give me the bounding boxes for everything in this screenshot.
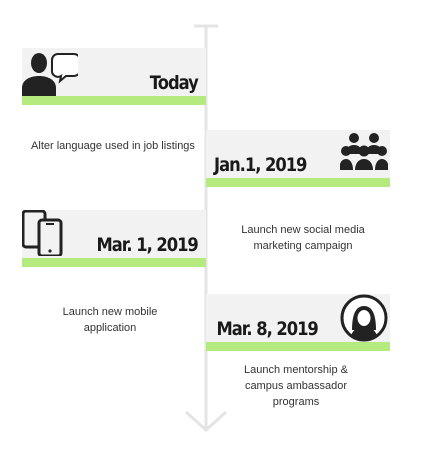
event-card-today: Today: [22, 48, 206, 105]
event-date: Jan.1, 2019: [213, 154, 307, 176]
event-card-mar-8-2019: Mar. 8, 2019: [206, 294, 390, 351]
event-description-today: Alter language used in job listings: [31, 140, 195, 152]
event-card-jan-1-2019: Jan.1, 2019: [206, 130, 390, 187]
person-speech-bubble-icon: [22, 48, 81, 101]
event-card-mar-1-2019: Mar. 1, 2019: [21, 209, 206, 267]
event-description-mar-1-2019: Launch new mobile application: [62, 306, 158, 334]
event-date: Today: [150, 72, 199, 94]
event-date: Mar. 1, 2019: [96, 234, 199, 256]
event-description-jan-1-2019: Launch new social media marketing campai…: [241, 224, 365, 252]
mobile-phones-icon: [21, 209, 64, 261]
group-of-people-icon: [339, 132, 389, 177]
event-description-mar-8-2019: Launch mentorship & campus ambassador pr…: [244, 364, 348, 408]
woman-avatar-icon: [340, 294, 388, 347]
event-date: Mar. 8, 2019: [216, 318, 319, 340]
